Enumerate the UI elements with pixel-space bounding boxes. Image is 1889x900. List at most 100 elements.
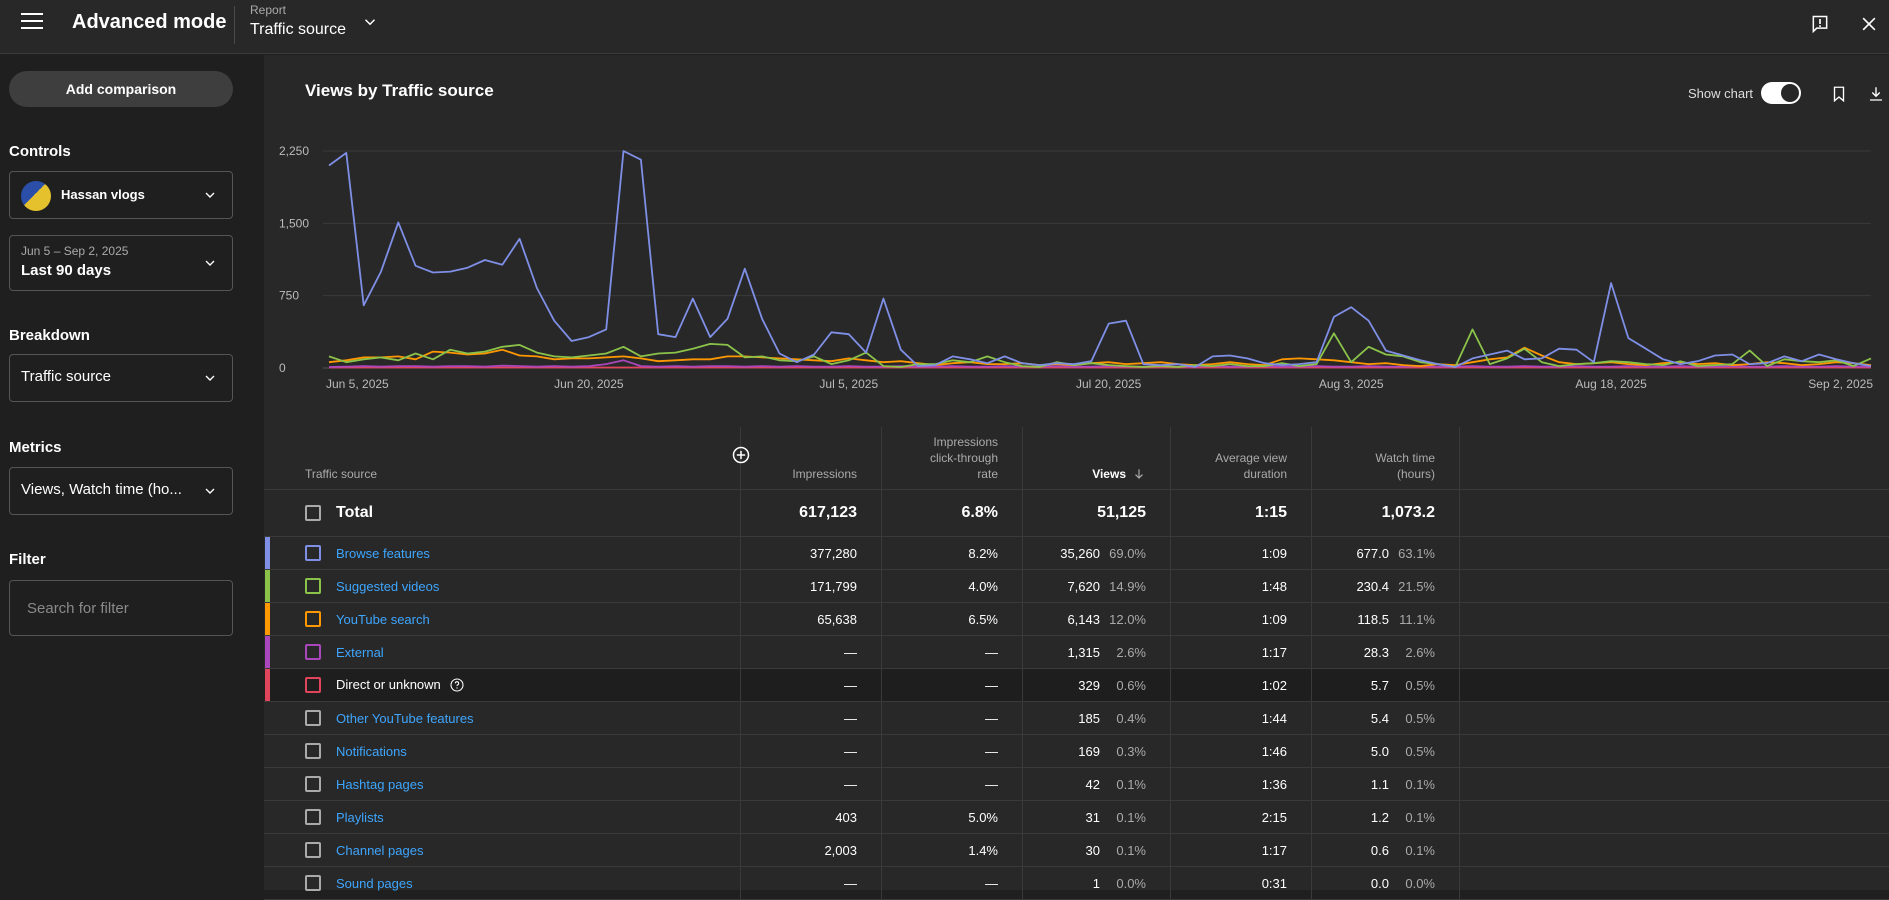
row-checkbox[interactable]: [305, 875, 321, 891]
watch-time-value: 677.0: [1356, 545, 1389, 561]
ctr-cell: 1.4%: [882, 834, 1023, 866]
x-tick-label: Jun 20, 2025: [554, 377, 624, 391]
column-header-views[interactable]: Views: [1023, 427, 1171, 489]
table-row[interactable]: Notifications — — 169 0.3% 1:46 5.0 0.5%: [264, 735, 1889, 768]
table-row[interactable]: Browse features 377,280 8.2% 35,260 69.0% 1:0…: [264, 537, 1889, 570]
y-tick-label: 1,500: [279, 216, 309, 230]
table-row[interactable]: Sound pages — — 1 0.0% 0:31 0.0 0.0%: [264, 867, 1889, 900]
column-header-avd[interactable]: Average view duration: [1171, 427, 1312, 489]
ctr-cell: —: [882, 669, 1023, 701]
source-name-link[interactable]: Channel pages: [336, 843, 423, 858]
column-header-watch-time[interactable]: Watch time (hours): [1312, 427, 1460, 489]
row-checkbox[interactable]: [305, 545, 321, 561]
source-name-cell: YouTube search: [264, 603, 741, 635]
metrics-value: Views, Watch time (ho...: [21, 481, 182, 498]
impressions-cell: 377,280: [741, 537, 882, 569]
impressions-cell: —: [741, 669, 882, 701]
bookmark-icon[interactable]: [1830, 85, 1848, 103]
search-input[interactable]: [9, 580, 233, 636]
chevron-down-icon[interactable]: [361, 13, 379, 31]
add-comparison-button[interactable]: Add comparison: [9, 71, 233, 107]
toggle-knob: [1781, 84, 1799, 102]
source-name-link[interactable]: Other YouTube features: [336, 711, 474, 726]
table-row[interactable]: External — — 1,315 2.6% 1:17 28.3 2.6%: [264, 636, 1889, 669]
column-header-impressions[interactable]: Impressions: [741, 427, 882, 489]
show-chart-toggle[interactable]: [1761, 82, 1801, 104]
chevron-down-icon: [205, 488, 215, 494]
add-circle-icon[interactable]: [731, 445, 751, 465]
source-name: External: [336, 644, 384, 660]
table-row[interactable]: Playlists 403 5.0% 31 0.1% 2:15 1.2 0.1%: [264, 801, 1889, 834]
date-range-selector[interactable]: Jun 5 – Sep 2, 2025 Last 90 days: [9, 235, 233, 291]
source-name-link[interactable]: Browse features: [336, 546, 430, 561]
ctr-cell: —: [882, 636, 1023, 668]
help-icon[interactable]: [449, 677, 465, 693]
table-row[interactable]: Channel pages 2,003 1.4% 30 0.1% 1:17 0.6 0.1%: [264, 834, 1889, 867]
source-name-link[interactable]: YouTube search: [336, 612, 430, 627]
report-selector[interactable]: Traffic source: [250, 21, 347, 38]
source-name-link[interactable]: Suggested videos: [336, 579, 439, 594]
arrow-down-icon: [1135, 469, 1143, 479]
source-name-link[interactable]: Hashtag pages: [336, 777, 423, 792]
avd-cell: 0:31: [1171, 867, 1312, 899]
source-name-link[interactable]: Playlists: [336, 810, 384, 825]
traffic-source-table: Traffic source Impressions Impressions c…: [264, 427, 1889, 900]
row-checkbox[interactable]: [305, 710, 321, 726]
table-row[interactable]: Direct or unknown — — 329 0.6% 1:02 5.7 0.5%: [264, 669, 1889, 702]
table-row[interactable]: Hashtag pages — — 42 0.1% 1:36 1.1 0.1%: [264, 768, 1889, 801]
series-line: [328, 359, 1871, 368]
breakdown-value: Traffic source: [21, 368, 112, 385]
impressions-cell: 403: [741, 801, 882, 833]
source-name: Browse features: [336, 545, 430, 561]
ctr-cell: —: [882, 702, 1023, 734]
source-name-link[interactable]: Sound pages: [336, 876, 413, 891]
page-title: Advanced mode: [72, 11, 227, 33]
watch-time-cell: 1.1 0.1%: [1312, 768, 1460, 800]
table-row[interactable]: YouTube search 65,638 6.5% 6,143 12.0% 1:09 11…: [264, 603, 1889, 636]
views-percent: 0.1%: [1116, 842, 1146, 858]
views-value: 1: [1092, 875, 1100, 891]
views-value: 7,620: [1067, 578, 1100, 594]
column-header-traffic-source[interactable]: Traffic source: [264, 427, 741, 489]
views-value: 35,260: [1060, 545, 1100, 561]
watch-time-percent: 0.0%: [1405, 875, 1435, 891]
watch-time-percent: 11.1%: [1399, 611, 1435, 627]
source-name-link[interactable]: Notifications: [336, 744, 407, 759]
download-icon[interactable]: [1867, 85, 1885, 103]
row-checkbox[interactable]: [305, 611, 321, 627]
x-tick-label: Aug 3, 2025: [1319, 377, 1384, 391]
avd-cell: 1:44: [1171, 702, 1312, 734]
impressions-cell: —: [741, 867, 882, 899]
feedback-icon[interactable]: [1810, 14, 1830, 34]
row-checkbox[interactable]: [305, 842, 321, 858]
chart-title: Views by Traffic source: [305, 81, 494, 100]
row-checkbox[interactable]: [305, 776, 321, 792]
row-checkbox[interactable]: [305, 578, 321, 594]
ctr-cell: —: [882, 768, 1023, 800]
avd-cell: 1:09: [1171, 603, 1312, 635]
impressions-cell: 171,799: [741, 570, 882, 602]
source-name-link[interactable]: External: [336, 645, 384, 660]
metrics-title: Metrics: [9, 439, 62, 456]
metrics-selector[interactable]: Views, Watch time (ho...: [9, 467, 233, 515]
main-panel: Views by Traffic source Show chart 0 750 1…: [264, 55, 1889, 900]
total-checkbox[interactable]: [305, 505, 321, 521]
hamburger-icon[interactable]: [21, 13, 43, 31]
total-name-cell: Total: [264, 490, 741, 536]
chevron-down-icon: [205, 192, 215, 198]
row-checkbox[interactable]: [305, 677, 321, 693]
column-header-ctr[interactable]: Impressions click-through rate: [882, 427, 1023, 489]
row-checkbox[interactable]: [305, 743, 321, 759]
row-checkbox[interactable]: [305, 809, 321, 825]
table-row[interactable]: Other YouTube features — — 185 0.4% 1:44 5.4 0.…: [264, 702, 1889, 735]
row-checkbox[interactable]: [305, 644, 321, 660]
source-name-cell: Browse features: [264, 537, 741, 569]
table-row[interactable]: Suggested videos 171,799 4.0% 7,620 14.9% 1:4…: [264, 570, 1889, 603]
views-value: 185: [1078, 710, 1100, 726]
close-icon[interactable]: [1859, 14, 1879, 34]
views-percent: 14.9%: [1109, 578, 1146, 594]
series-line: [328, 346, 1872, 368]
channel-selector[interactable]: Hassan vlogs: [9, 171, 233, 219]
watch-time-percent: 0.1%: [1405, 776, 1435, 792]
breakdown-selector[interactable]: Traffic source: [9, 354, 233, 402]
